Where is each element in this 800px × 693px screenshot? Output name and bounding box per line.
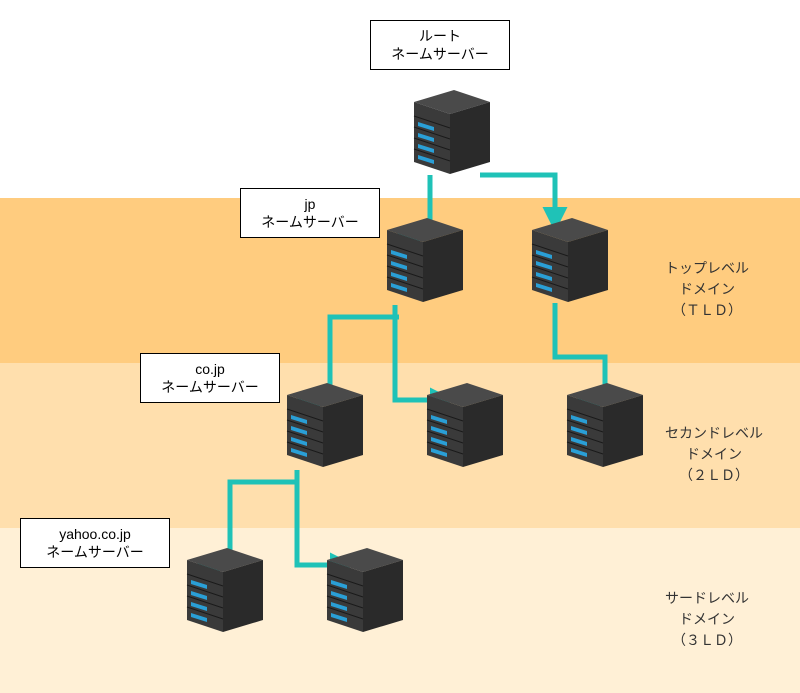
level-label-0: トップレベルドメイン（ＴＬＤ）: [665, 258, 749, 321]
level-label-line1: セカンドレベル: [665, 423, 763, 444]
server-label-3: yahoo.co.jpネームサーバー: [20, 518, 170, 568]
server-node-3ld2: [315, 540, 415, 640]
level-label-line3: （ＴＬＤ）: [665, 300, 749, 321]
server-node-sld3: [555, 375, 655, 475]
level-label-2: サードレベルドメイン（３ＬＤ）: [665, 588, 749, 651]
level-label-line3: （２ＬＤ）: [665, 465, 763, 486]
server-node-cojp: [275, 375, 375, 475]
server-label-1: jpネームサーバー: [240, 188, 380, 238]
level-label-line1: トップレベル: [665, 258, 749, 279]
level-label-line2: ドメイン: [665, 279, 749, 300]
server-label-2: co.jpネームサーバー: [140, 353, 280, 403]
server-node-root: [402, 82, 502, 182]
server-label-line1: ルート: [375, 27, 505, 45]
server-label-0: ルートネームサーバー: [370, 20, 510, 70]
level-label-line1: サードレベル: [665, 588, 749, 609]
server-node-yahoo: [175, 540, 275, 640]
server-label-line1: jp: [245, 195, 375, 213]
server-label-line1: yahoo.co.jp: [25, 525, 165, 543]
server-label-line2: ネームサーバー: [375, 45, 505, 63]
server-label-line2: ネームサーバー: [145, 378, 275, 396]
server-label-line2: ネームサーバー: [245, 213, 375, 231]
server-node-jp: [375, 210, 475, 310]
server-label-line2: ネームサーバー: [25, 543, 165, 561]
level-label-line2: ドメイン: [665, 609, 749, 630]
level-label-1: セカンドレベルドメイン（２ＬＤ）: [665, 423, 763, 486]
server-label-line1: co.jp: [145, 360, 275, 378]
level-label-line3: （３ＬＤ）: [665, 630, 749, 651]
level-label-line2: ドメイン: [665, 444, 763, 465]
server-node-tld2: [520, 210, 620, 310]
server-node-sld2: [415, 375, 515, 475]
